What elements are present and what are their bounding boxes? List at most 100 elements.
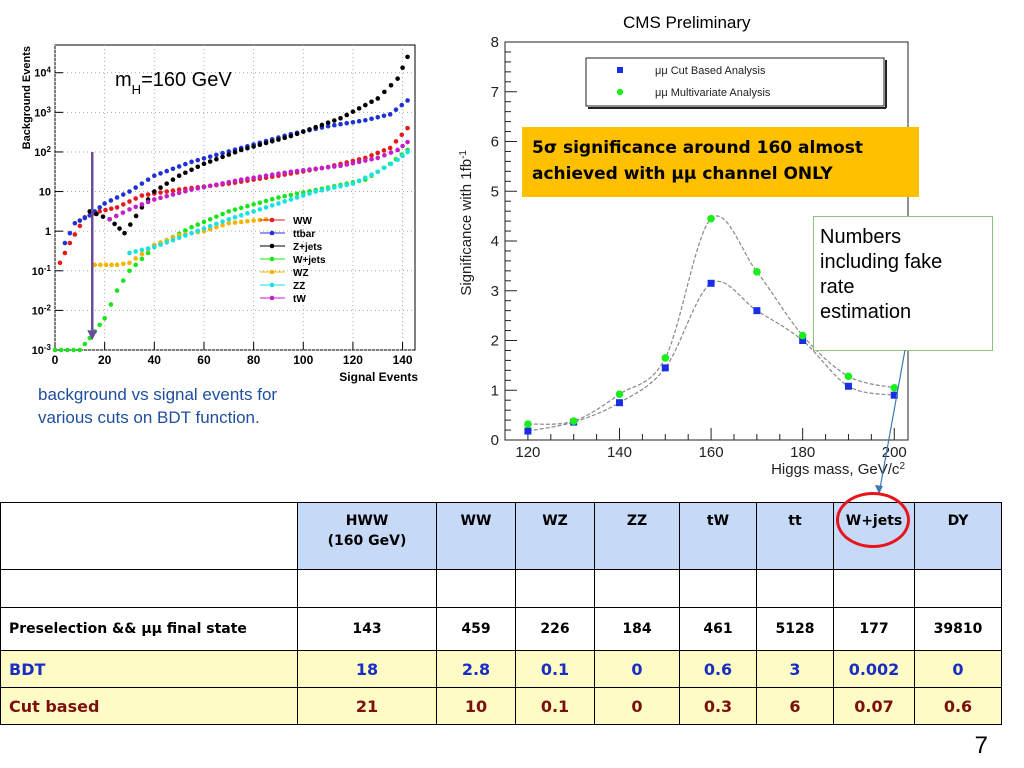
data-point (183, 161, 188, 167)
data-point (282, 199, 287, 204)
left-x-tick-label: 80 (247, 353, 261, 367)
table-cell: 184 (594, 607, 680, 651)
data-point (82, 215, 88, 221)
data-point (350, 160, 356, 166)
data-point (127, 207, 132, 212)
data-point (798, 331, 807, 340)
table-header-hww: HWW (160 GeV) (297, 502, 437, 570)
data-point (707, 214, 715, 223)
data-point (195, 186, 201, 191)
data-point (319, 165, 325, 171)
data-point (307, 127, 312, 132)
data-point (300, 193, 306, 198)
left-y-tick-label: 10 (39, 187, 51, 199)
data-point (92, 262, 98, 268)
table-header-ww: WW (436, 502, 516, 570)
data-point (350, 109, 356, 114)
data-point (98, 262, 103, 268)
table-header-zz: ZZ (594, 502, 680, 570)
left-plot-ticks: 0 20 40 60 80 100 120 140 10-3 10-2 10-1 1 10 102 103 1… (32, 65, 413, 367)
data-point (207, 154, 213, 159)
left-y-tick-label: 10-2 (32, 303, 52, 318)
data-point (220, 181, 225, 186)
page-number: 7 (974, 732, 988, 759)
data-point (133, 185, 138, 190)
left-x-tick-label: 100 (293, 353, 313, 367)
data-point (251, 202, 256, 207)
highlight-callout: 5σ significance around 160 almost achiev… (522, 127, 919, 197)
data-point (369, 172, 374, 178)
data-point (344, 112, 350, 118)
legend-entry: W+jets (293, 255, 326, 266)
data-point (145, 199, 151, 205)
data-point (214, 224, 219, 230)
data-point (170, 166, 176, 172)
data-point (128, 222, 133, 227)
data-point (120, 192, 126, 197)
data-point (100, 214, 106, 219)
data-point (393, 107, 399, 112)
data-point (844, 382, 852, 390)
data-point (313, 166, 318, 172)
table-row-bdt: BDT 18 2.8 0.1 0 0.6 3 0.002 0 (0, 650, 1002, 688)
table-cell: 5128 (756, 607, 834, 651)
data-point (145, 246, 151, 251)
data-point (226, 216, 232, 222)
data-point (145, 192, 151, 197)
data-point (189, 167, 194, 173)
data-point (133, 204, 138, 210)
data-point (282, 135, 287, 141)
data-point (176, 190, 182, 196)
data-point (189, 187, 194, 192)
data-point (164, 181, 170, 186)
data-point (369, 156, 374, 162)
note-line-3: rate (820, 276, 855, 298)
data-point (232, 149, 238, 155)
data-point (127, 268, 132, 274)
data-point (238, 177, 244, 182)
note-line-2: including fake (820, 251, 943, 273)
series-zz (127, 149, 410, 256)
right-y-tick-label: 8 (491, 34, 499, 51)
data-point (257, 217, 263, 223)
data-point (232, 178, 238, 184)
data-point (707, 279, 715, 287)
data-point (152, 173, 157, 179)
data-point (307, 167, 312, 172)
data-point (82, 341, 88, 347)
data-point (214, 156, 219, 162)
right-y-tick-label: 4 (491, 233, 499, 250)
data-point (62, 240, 68, 246)
data-point (325, 123, 331, 129)
data-point (57, 260, 63, 266)
data-point (113, 213, 119, 219)
data-point (201, 219, 207, 225)
data-point (164, 168, 170, 174)
data-point (189, 159, 194, 165)
data-point (382, 165, 387, 171)
data-point (356, 159, 362, 165)
data-point (65, 347, 70, 353)
data-point (356, 178, 362, 183)
data-point (195, 228, 201, 234)
data-point (363, 102, 368, 108)
left-y-tick-label: 102 (34, 144, 51, 159)
data-point (263, 140, 269, 146)
left-plot-points (52, 54, 410, 353)
data-point (245, 145, 250, 151)
table-cell: 10 (436, 687, 516, 725)
data-point (201, 161, 207, 167)
data-point (369, 153, 374, 158)
right-chart-title: CMS Preliminary (623, 13, 751, 32)
data-point (257, 142, 263, 148)
data-point (114, 205, 120, 210)
data-point (145, 177, 151, 182)
data-point (400, 143, 405, 149)
data-point (139, 181, 145, 186)
table-cell: 0.3 (679, 687, 757, 725)
table-row-preselection: Preselection && μμ final state 143 459 2… (0, 607, 1002, 651)
left-y-tick-label: 104 (34, 65, 51, 80)
data-point (133, 196, 138, 201)
data-point (615, 390, 624, 399)
data-point (405, 139, 410, 145)
